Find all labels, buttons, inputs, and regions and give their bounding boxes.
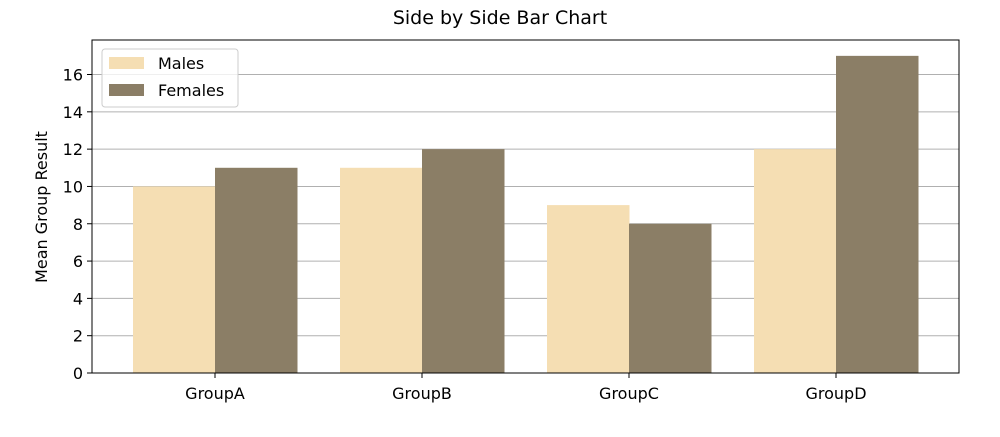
y-tick-label: 6: [73, 252, 83, 271]
y-axis-ticks: 0 2 4 6 8 10 12 14 16: [63, 66, 92, 383]
legend: Males Females: [101, 48, 239, 108]
x-tick-label: GroupD: [805, 384, 866, 403]
y-tick-label: 4: [73, 289, 83, 308]
y-tick-label: 8: [73, 215, 83, 234]
x-tick-label: GroupC: [599, 384, 659, 403]
bar-males-groupa: [133, 186, 216, 373]
bar-females-groupa: [215, 167, 298, 373]
legend-swatch-females: [109, 84, 144, 96]
legend-label-males: Males: [158, 54, 204, 73]
y-tick-label: 12: [63, 140, 83, 159]
plot-frame: [91, 39, 960, 374]
x-axis-ticks: GroupA GroupB GroupC GroupD: [185, 373, 867, 403]
bar-females-groupc: [629, 223, 712, 373]
y-axis-label: Mean Group Result: [32, 131, 51, 283]
y-tick-label: 16: [63, 66, 83, 85]
x-tick-label: GroupB: [392, 384, 452, 403]
y-tick-label: 2: [73, 327, 83, 346]
bars: [133, 55, 919, 373]
x-tick-label: GroupA: [185, 384, 245, 403]
y-tick-label: 10: [63, 177, 83, 196]
bar-males-groupd: [754, 149, 837, 373]
chart-title: Side by Side Bar Chart: [393, 7, 607, 29]
y-tick-label: 0: [73, 364, 83, 383]
bar-females-groupd: [836, 55, 919, 373]
bar-females-groupb: [422, 149, 505, 373]
legend-swatch-males: [109, 57, 144, 69]
y-tick-label: 14: [63, 103, 83, 122]
bar-males-groupc: [547, 205, 630, 373]
bar-males-groupb: [340, 167, 423, 373]
legend-label-females: Females: [158, 81, 224, 100]
